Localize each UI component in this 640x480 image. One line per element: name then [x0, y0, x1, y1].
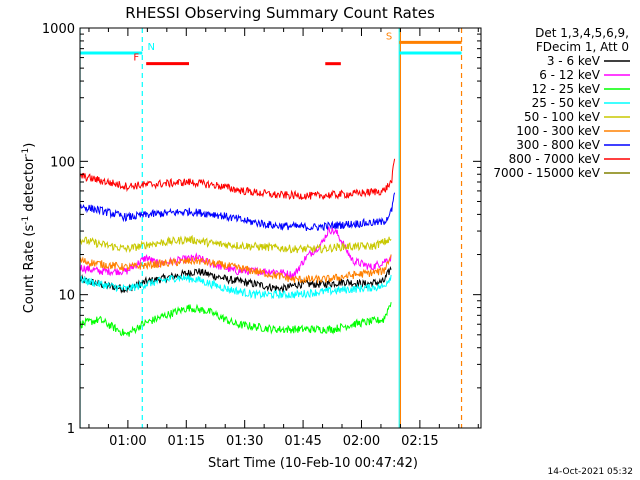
- legend: Det 1,3,4,5,6,9, FDecim 1, Att 0 NF S 3 - …: [133, 26, 630, 180]
- series-line: [80, 226, 392, 280]
- y-axis-label-part: ): [22, 143, 37, 148]
- legend-entry-label: 7000 - 15000 keV: [493, 166, 600, 180]
- series-line: [80, 234, 392, 254]
- chart-title: RHESSI Observing Summary Count Rates: [125, 4, 435, 22]
- series-line: [80, 274, 392, 300]
- y-axis: 1 10 100 1000: [42, 22, 481, 437]
- x-tick-label: 01:00: [109, 434, 146, 449]
- y-tick-label: 1: [67, 422, 75, 437]
- legend-entry-label: 300 - 800 keV: [516, 138, 600, 152]
- flag-label: N: [148, 42, 155, 53]
- legend-entry-label: 25 - 50 keV: [532, 96, 601, 110]
- legend-entry-label: 3 - 6 keV: [547, 54, 601, 68]
- x-axis: 01:00 01:15 01:30 01:45 02:00 02:15: [88, 28, 479, 449]
- series-line: [80, 192, 396, 232]
- y-tick-label: 10: [58, 289, 75, 304]
- legend-entry-label: 100 - 300 keV: [516, 124, 600, 138]
- y-axis-label-sup: -1: [21, 148, 31, 157]
- x-tick-label: 02:15: [401, 434, 438, 449]
- legend-entry-label: 50 - 100 keV: [524, 110, 601, 124]
- series-line: [80, 254, 392, 284]
- x-axis-label: Start Time (10-Feb-10 00:47:42): [208, 456, 418, 471]
- y-tick-label: 100: [50, 155, 75, 170]
- y-axis-label-part: detector: [22, 156, 37, 216]
- y-tick-label: 1000: [42, 22, 75, 37]
- series-line: [80, 302, 392, 337]
- flag-label: S: [386, 31, 392, 42]
- y-axis-label-part: Count Rate (s: [22, 225, 37, 314]
- x-tick-label: 01:30: [226, 434, 263, 449]
- series-line: [80, 158, 396, 201]
- x-tick-label: 01:15: [168, 434, 205, 449]
- legend-header-line: Det 1,3,4,5,6,9,: [535, 26, 629, 40]
- flag-label: F: [133, 53, 139, 64]
- legend-entry-label: 6 - 12 keV: [539, 68, 601, 82]
- plot-area: [79, 27, 482, 429]
- x-tick-label: 02:00: [343, 434, 380, 449]
- y-axis-label: Count Rate (s-1 detector-1): [21, 143, 37, 314]
- series-line: [80, 265, 392, 294]
- legend-entry-label: 12 - 25 keV: [532, 82, 601, 96]
- legend-header-line: FDecim 1, Att 0: [536, 40, 629, 54]
- legend-entry-label: 800 - 7000 keV: [509, 152, 601, 166]
- plot-frame: [79, 27, 482, 429]
- x-tick-label: 01:45: [284, 434, 321, 449]
- footer-timestamp: 14-Oct-2021 05:32: [548, 467, 633, 477]
- y-axis-label-sup: -1: [21, 216, 31, 225]
